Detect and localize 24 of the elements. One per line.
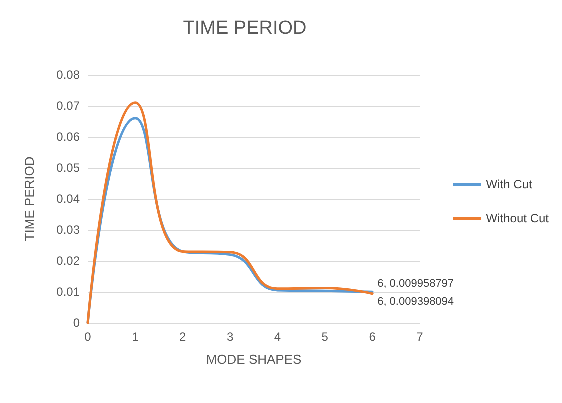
y-tick-label: 0.08 <box>56 68 80 82</box>
chart-title: TIME PERIOD <box>183 18 307 39</box>
y-tick-label: 0.02 <box>56 254 80 268</box>
y-tick-label: 0.04 <box>56 192 80 206</box>
data-label: 6, 0.009398094 <box>378 296 454 308</box>
x-tick-label: 6 <box>369 330 376 344</box>
x-tick-label: 1 <box>132 330 140 344</box>
y-axis-title: TIME PERIOD <box>22 156 37 242</box>
y-tick-label: 0 <box>73 316 80 330</box>
y-tick-label: 0.03 <box>56 223 80 237</box>
y-tick-label: 0.06 <box>56 130 80 144</box>
y-tick-label: 0.01 <box>56 285 80 299</box>
x-axis-title: MODE SHAPES <box>206 352 302 367</box>
legend-label: With Cut <box>486 178 533 192</box>
x-tick-label: 5 <box>322 330 329 344</box>
x-tick-label: 3 <box>226 330 234 344</box>
x-tick-label: 0 <box>84 330 92 344</box>
y-tick-label: 0.05 <box>56 161 80 175</box>
x-tick-label: 2 <box>180 330 187 344</box>
y-tick-label: 0.07 <box>56 99 80 113</box>
x-tick-label: 4 <box>274 330 282 344</box>
legend-label: Without Cut <box>486 212 550 226</box>
x-tick-label: 7 <box>416 330 424 344</box>
data-label: 6, 0.009958797 <box>378 278 454 290</box>
